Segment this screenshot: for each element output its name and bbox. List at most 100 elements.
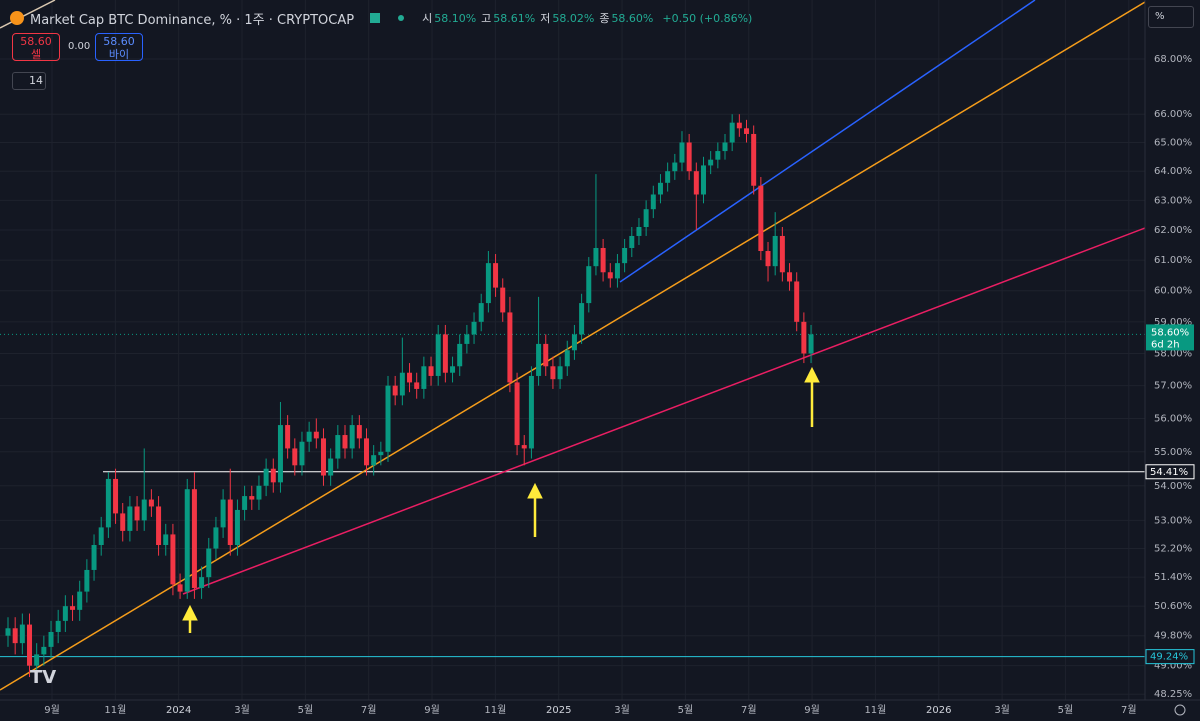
candle-body [622, 247, 628, 264]
candle-body [693, 171, 699, 195]
unit: % [1155, 11, 1165, 22]
last-price-bg [1146, 324, 1194, 351]
trendline [182, 227, 1146, 595]
candle-body [399, 372, 405, 396]
candle-body [442, 334, 448, 373]
legend-label: 시 [422, 12, 433, 25]
candle-body [48, 631, 54, 647]
candle-body [471, 321, 477, 335]
candle-body [765, 251, 771, 267]
candle-body [457, 343, 463, 367]
candle-body [729, 122, 735, 143]
candle-body [184, 489, 190, 592]
candles [5, 114, 814, 678]
candle-body [292, 448, 298, 466]
candle-body [191, 489, 197, 588]
price-label-bg [1145, 649, 1195, 665]
arrows [182, 366, 820, 633]
sell-price: 58.60 [20, 35, 52, 48]
candle-body [779, 235, 785, 273]
candle-body [700, 165, 706, 195]
candle-body [600, 247, 606, 273]
legend-value: 58.61% [493, 11, 536, 25]
y-tick-label: 63.00% [1154, 195, 1192, 206]
y-tick-label: 55.00% [1154, 447, 1192, 458]
status-dot [398, 15, 405, 21]
flag-icon[interactable] [370, 13, 381, 23]
candle-body [177, 584, 183, 592]
x-tick-label: 7월 [361, 704, 377, 716]
candle-body [163, 534, 169, 546]
candle-body [206, 548, 212, 578]
candle-body [148, 499, 154, 507]
candle-body [77, 591, 83, 610]
arrow-head [804, 366, 820, 383]
y-tick-label: 66.00% [1154, 109, 1192, 120]
buy-label: 바이 [108, 48, 130, 61]
x-tick-label: 9월 [804, 704, 820, 716]
x-tick-label: 11월 [104, 704, 126, 716]
change: +0.50 (+0.86%) [662, 11, 753, 25]
y-tick-label: 56.00% [1154, 413, 1192, 424]
indicator-toggle[interactable]: 14 [12, 72, 46, 90]
candle-body [421, 366, 427, 389]
y-tick-label: 61.00% [1154, 255, 1192, 266]
y-tick-label: 48.25% [1154, 689, 1192, 700]
ohlc-legend: 시 58.10% 고 58.61% 저 58.02% 종 58.60% [422, 10, 656, 26]
y-tick-label: 68.00% [1154, 54, 1192, 65]
candle-body [328, 458, 334, 476]
candle-body [808, 334, 814, 354]
candle-body [27, 624, 33, 666]
spread: 0.00 [68, 41, 91, 52]
candle-body [34, 654, 40, 666]
candle-body [306, 431, 312, 442]
y-tick-label: 53.00% [1154, 515, 1192, 526]
candle-body [493, 263, 499, 288]
candle-body [349, 425, 355, 449]
candle-body [636, 227, 642, 236]
candle-body [485, 263, 491, 304]
y-tick-label: 65.00% [1154, 137, 1192, 148]
candle-body [593, 247, 599, 267]
y-tick-label: 49.80% [1154, 631, 1192, 642]
x-tick-label: 5월 [1058, 704, 1074, 716]
candle-body [378, 451, 384, 456]
candle-body [371, 455, 377, 466]
x-tick-label: 3월 [234, 704, 250, 716]
indicator-count: 14 [29, 74, 43, 87]
candle-body [751, 133, 757, 186]
countdown: 6d 2h [1151, 339, 1180, 350]
candle-body [134, 506, 140, 521]
legend-value: 58.02% [552, 11, 595, 25]
candle-body [586, 266, 592, 304]
trendline [619, 0, 1036, 283]
candle-body [528, 375, 534, 449]
y-tick-label: 54.00% [1154, 481, 1192, 492]
settings-icon[interactable] [1174, 704, 1186, 716]
candle-body [629, 235, 635, 248]
logo: TV [30, 667, 56, 688]
candle-body [234, 509, 240, 546]
legend-label: 저 [540, 12, 551, 25]
candle-body [607, 272, 613, 279]
y-tick-label: 50.60% [1154, 601, 1192, 612]
candle-body [249, 496, 255, 500]
buy-button[interactable]: 58.60 바이 [95, 33, 143, 61]
candle-body [521, 445, 527, 449]
trendline [0, 0, 56, 29]
candle-body [313, 431, 319, 439]
candle-body [478, 303, 484, 322]
y-tick-label: 49.00% [1154, 661, 1192, 672]
sell-button[interactable]: 58.60 셀 [12, 33, 60, 61]
x-tick-label: 5월 [298, 704, 314, 716]
buy-price: 58.60 [103, 35, 135, 48]
x-tick-label: 9월 [424, 704, 440, 716]
title: Market Cap BTC Dominance, % · 1주 · CRYPT… [30, 12, 355, 28]
candle-body [787, 272, 793, 282]
unit-button[interactable]: % [1148, 6, 1194, 28]
symbol-icon [10, 11, 24, 25]
candle-body [450, 366, 456, 373]
candle-body [414, 382, 420, 389]
candle-body [708, 159, 714, 166]
